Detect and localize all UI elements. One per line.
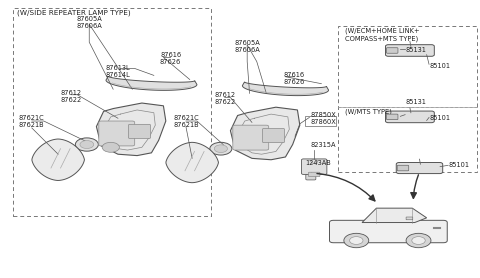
Text: 85131: 85131 xyxy=(405,99,426,105)
Text: 87605A
87606A: 87605A 87606A xyxy=(234,40,260,53)
Polygon shape xyxy=(242,82,328,96)
Text: 82315A: 82315A xyxy=(311,142,336,148)
Circle shape xyxy=(75,138,98,151)
Polygon shape xyxy=(96,103,166,156)
FancyBboxPatch shape xyxy=(301,159,327,174)
FancyBboxPatch shape xyxy=(306,174,316,180)
FancyBboxPatch shape xyxy=(386,114,398,120)
Text: 87612
87622: 87612 87622 xyxy=(61,90,82,103)
Text: 85101: 85101 xyxy=(429,115,450,121)
Text: 87616
87626: 87616 87626 xyxy=(160,52,181,65)
FancyBboxPatch shape xyxy=(406,217,413,220)
FancyBboxPatch shape xyxy=(309,172,320,177)
Circle shape xyxy=(349,237,363,244)
Text: (W/MTS TYPE): (W/MTS TYPE) xyxy=(345,108,392,115)
Polygon shape xyxy=(32,139,84,180)
Circle shape xyxy=(210,142,232,155)
FancyBboxPatch shape xyxy=(329,220,447,243)
Circle shape xyxy=(214,145,228,153)
Text: 1243AB: 1243AB xyxy=(306,160,331,165)
FancyBboxPatch shape xyxy=(385,111,434,123)
Polygon shape xyxy=(166,142,218,183)
Polygon shape xyxy=(362,208,427,222)
Polygon shape xyxy=(106,76,197,90)
Polygon shape xyxy=(230,107,300,160)
Text: 85101: 85101 xyxy=(429,63,450,69)
FancyBboxPatch shape xyxy=(233,125,269,150)
Circle shape xyxy=(102,142,120,152)
Text: 87616
87626: 87616 87626 xyxy=(284,72,305,85)
Text: 87621C
87621B: 87621C 87621B xyxy=(173,115,199,128)
Text: 87605A
87606A: 87605A 87606A xyxy=(76,16,102,29)
Text: 87621C
87621B: 87621C 87621B xyxy=(19,115,45,128)
Text: 85101: 85101 xyxy=(448,162,469,168)
Text: (W/ECM+HOME LINK+
COMPASS+MTS TYPE): (W/ECM+HOME LINK+ COMPASS+MTS TYPE) xyxy=(345,28,420,42)
FancyBboxPatch shape xyxy=(396,163,443,173)
FancyBboxPatch shape xyxy=(397,165,408,171)
FancyBboxPatch shape xyxy=(385,45,434,56)
Text: 87613L
87614L: 87613L 87614L xyxy=(106,65,131,78)
Bar xyxy=(305,116,336,126)
FancyBboxPatch shape xyxy=(99,121,135,146)
Circle shape xyxy=(406,233,431,248)
Bar xyxy=(338,26,477,172)
Circle shape xyxy=(80,141,94,148)
Text: 87612
87622: 87612 87622 xyxy=(214,92,235,105)
FancyBboxPatch shape xyxy=(386,48,398,53)
Circle shape xyxy=(412,237,425,244)
Text: (W/SIDE REPEATER LAMP TYPE): (W/SIDE REPEATER LAMP TYPE) xyxy=(17,10,131,16)
FancyBboxPatch shape xyxy=(263,128,285,143)
Text: 85131: 85131 xyxy=(405,48,426,53)
Text: 87850X
87860X: 87850X 87860X xyxy=(311,112,336,125)
Bar xyxy=(12,8,211,217)
FancyBboxPatch shape xyxy=(129,124,151,138)
Circle shape xyxy=(344,233,369,248)
